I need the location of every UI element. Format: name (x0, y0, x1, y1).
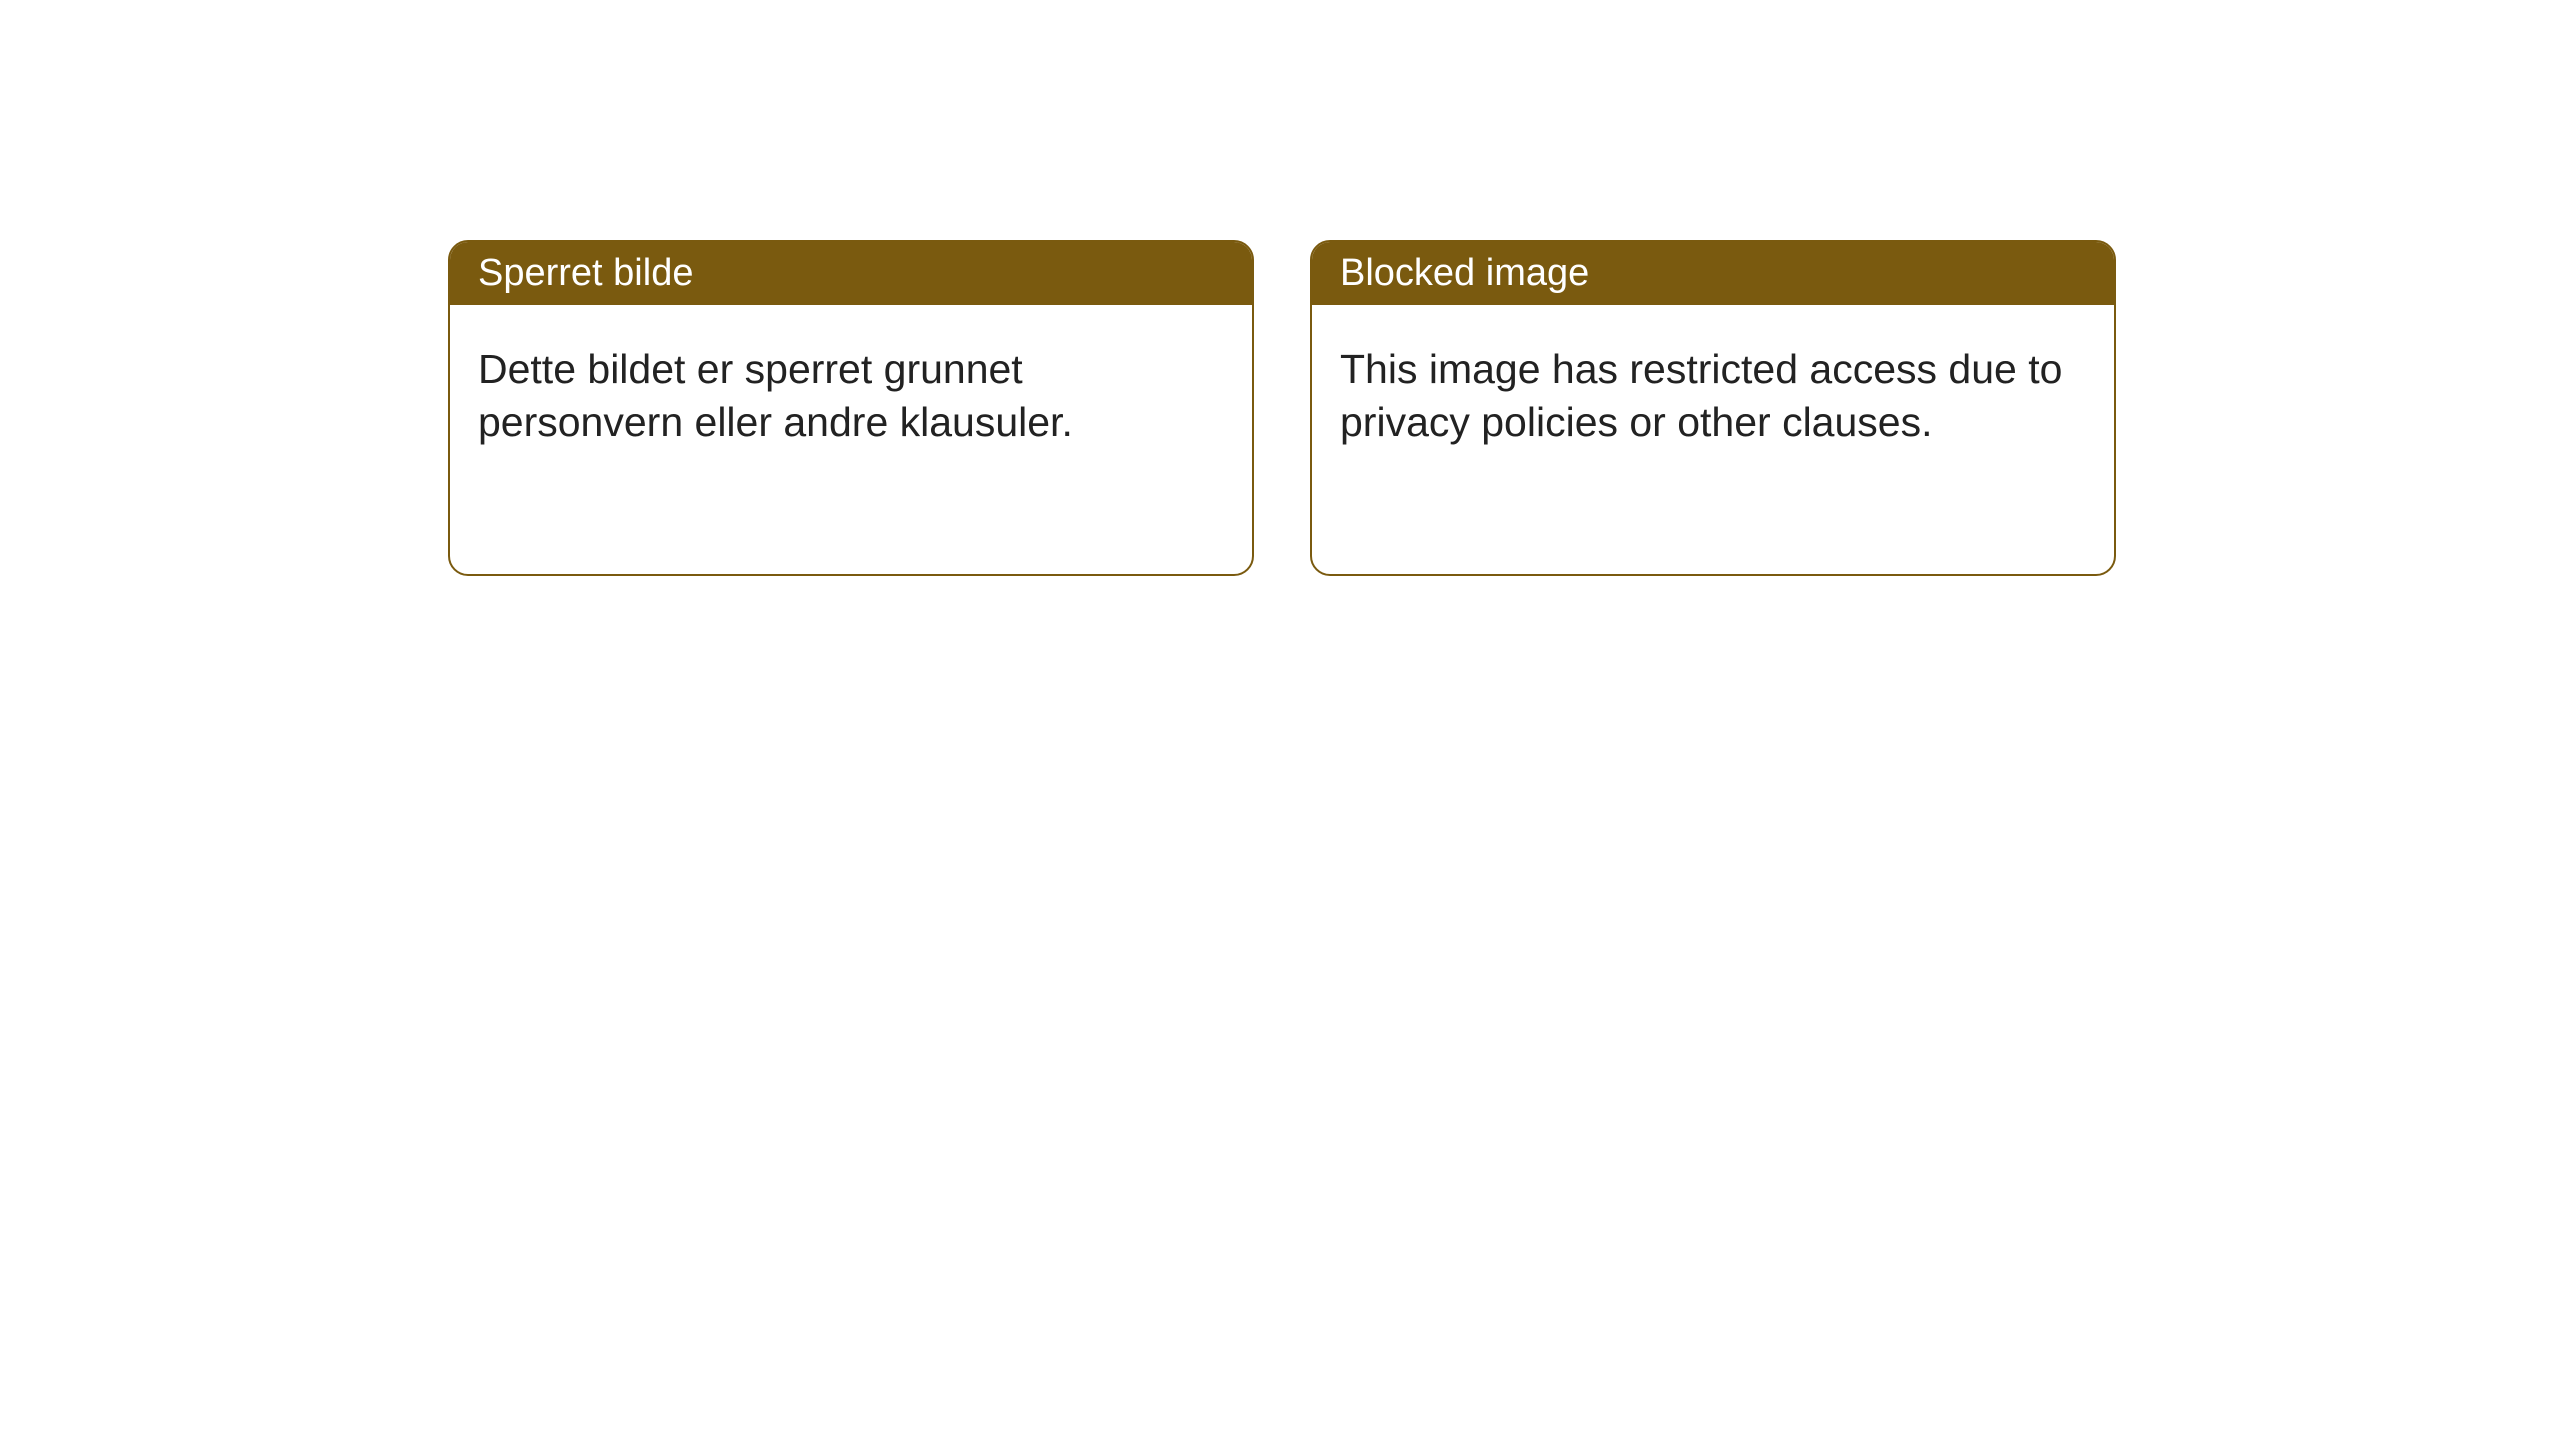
notice-title-no: Sperret bilde (450, 242, 1252, 305)
notice-container: Sperret bilde Dette bildet er sperret gr… (0, 0, 2560, 576)
notice-box-en: Blocked image This image has restricted … (1310, 240, 2116, 576)
notice-title-en: Blocked image (1312, 242, 2114, 305)
notice-body-no: Dette bildet er sperret grunnet personve… (450, 305, 1252, 488)
notice-body-en: This image has restricted access due to … (1312, 305, 2114, 488)
notice-box-no: Sperret bilde Dette bildet er sperret gr… (448, 240, 1254, 576)
